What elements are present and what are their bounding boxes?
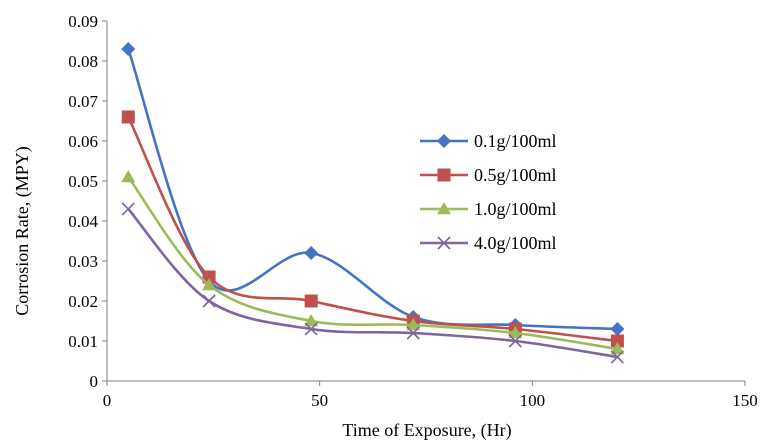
data-point: [508, 326, 523, 339]
data-point: [202, 278, 217, 291]
data-point-stroke: [406, 326, 420, 340]
legend: 0.1g/100ml 0.5g/100ml 1.0g/100ml 4.0g/100ml: [420, 131, 557, 253]
y-tick-label: 0.06: [68, 132, 98, 151]
legend-marker-stroke: [437, 236, 451, 250]
x-axis-title: Time of Exposure, (Hr): [342, 420, 511, 441]
y-tick-label: 0.03: [68, 252, 98, 271]
legend-label: 0.1g/100ml: [474, 131, 557, 151]
data-point: [406, 326, 420, 340]
legend-marker: [437, 236, 451, 250]
legend-marker: [437, 134, 451, 148]
series-line: [127, 176, 618, 351]
legend-label: 0.5g/100ml: [474, 165, 557, 185]
axes: 0 0.01 0.02 0.03 0.04 0.05 0.06 0.07 0.08 0.09 0 50…: [68, 12, 758, 410]
x-tick-label: 0: [103, 391, 112, 410]
y-tick-label: 0.05: [68, 172, 98, 191]
data-point: [304, 314, 319, 327]
data-point: [202, 294, 216, 308]
series-2: [121, 170, 625, 355]
y-axis-title: Corrosion Rate, (MPY): [12, 146, 33, 316]
y-tick-label: 0: [90, 372, 99, 391]
data-point: [121, 110, 135, 124]
data-point: [610, 342, 625, 355]
legend-marker: [437, 202, 451, 215]
y-tick-label: 0.04: [68, 212, 98, 231]
legend-item: 0.5g/100ml: [420, 165, 557, 185]
legend-label: 4.0g/100ml: [474, 233, 557, 253]
data-point: [610, 334, 624, 348]
legend-item: 4.0g/100ml: [420, 233, 557, 253]
legend-marker: [437, 168, 451, 182]
data-point-stroke: [121, 202, 135, 216]
legend-item: 1.0g/100ml: [420, 199, 557, 219]
y-tick-label: 0.02: [68, 292, 98, 311]
series-3: [121, 202, 624, 364]
series-layer: [121, 42, 625, 364]
y-tick-label: 0.09: [68, 12, 98, 31]
data-point: [406, 318, 421, 331]
legend-label: 1.0g/100ml: [474, 199, 557, 219]
legend-item: 0.1g/100ml: [420, 131, 557, 151]
series-1: [121, 110, 624, 348]
data-point: [304, 294, 318, 308]
data-point: [121, 170, 136, 183]
data-point: [121, 42, 136, 56]
series-line: [127, 208, 618, 359]
series-line: [127, 48, 618, 331]
data-point: [508, 334, 522, 348]
data-point-stroke: [610, 350, 624, 364]
x-tick-label: 50: [311, 391, 328, 410]
data-point: [610, 322, 625, 336]
x-tick-label: 150: [732, 391, 758, 410]
data-point: [121, 202, 135, 216]
x-tick-label: 100: [520, 391, 546, 410]
data-point-stroke: [202, 294, 216, 308]
y-tick-label: 0.08: [68, 52, 98, 71]
data-point-stroke: [304, 322, 318, 336]
data-point: [610, 350, 624, 364]
data-point: [202, 270, 216, 284]
y-tick-label: 0.01: [68, 332, 98, 351]
data-point-stroke: [508, 334, 522, 348]
data-point: [304, 246, 319, 260]
data-point: [304, 322, 318, 336]
y-tick-label: 0.07: [68, 92, 98, 111]
